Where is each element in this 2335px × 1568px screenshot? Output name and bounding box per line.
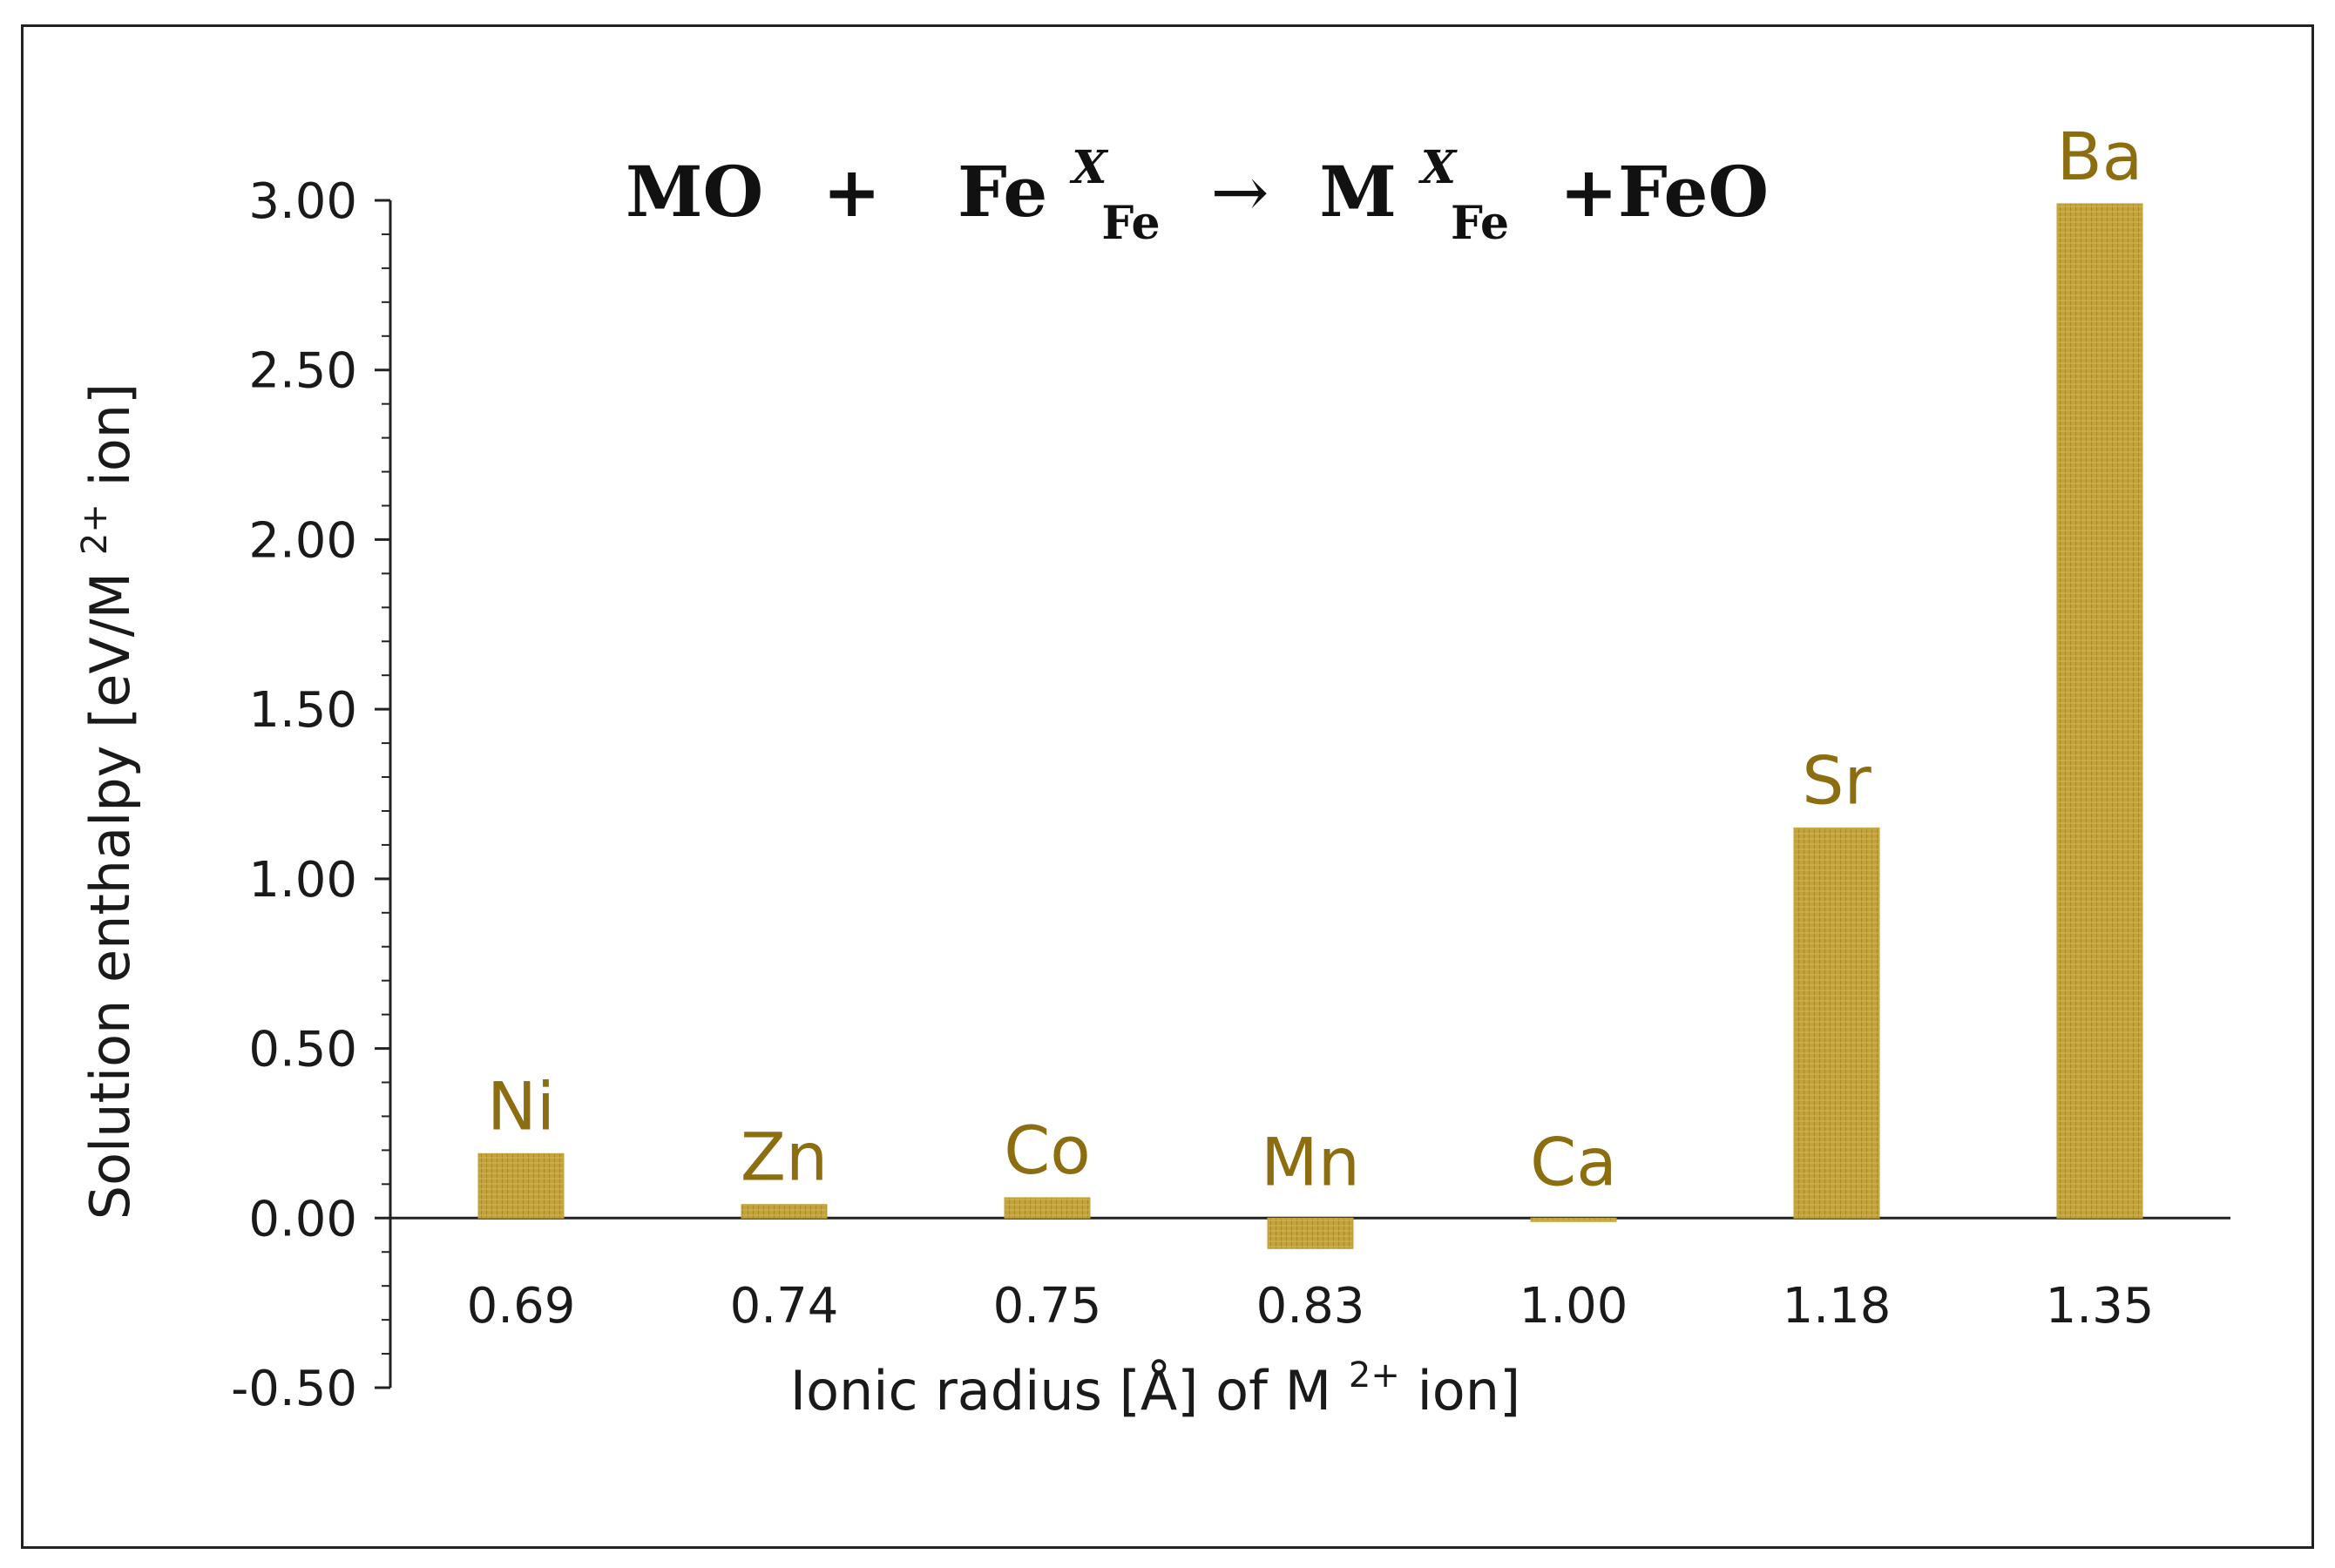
bar-zn (741, 1204, 828, 1219)
x-tick-label: 0.75 (993, 1278, 1102, 1335)
equation-m-base: M (1319, 151, 1397, 233)
y-axis-title: Solution enthalpy [eV/M 2+ ion] (56, 383, 142, 1220)
x-axis-title: Ionic radius [Å] of M 2+ ion] (790, 1336, 1520, 1423)
axes (375, 199, 2230, 1389)
x-tick-label: 1.00 (1519, 1278, 1628, 1335)
bar-co (1004, 1197, 1091, 1219)
equation-arrow: → (1210, 152, 1269, 233)
equation-fe-base: Fe (958, 151, 1047, 233)
bar-ni (477, 1152, 565, 1219)
bar-label-co: Co (1004, 1112, 1091, 1189)
y-tick-label: 2.50 (248, 343, 357, 400)
x-axis-title-after: ion] (1418, 1359, 1521, 1423)
bar-label-ca: Ca (1530, 1123, 1617, 1200)
equation-m-sup: X (1418, 141, 1459, 194)
bars-group (477, 203, 2143, 1249)
bar-sr (1793, 827, 1880, 1219)
x-axis-title-sup: 2+ (1349, 1355, 1400, 1396)
x-tick-label: 0.83 (1256, 1278, 1365, 1335)
x-axis-title-before: Ionic radius [Å] of M (790, 1359, 1331, 1423)
equation-title: MO + Fe X Fe → M X Fe +FeO (626, 118, 1769, 255)
bar-ca (1530, 1217, 1617, 1222)
y-tick-label: 1.50 (248, 682, 357, 739)
equation-plus: + (822, 151, 881, 233)
bar-label-sr: Sr (1802, 741, 1871, 819)
y-tick-label: 0.50 (248, 1022, 357, 1078)
y-axis-title-sup: 2+ (75, 504, 115, 555)
x-tick-label: 1.18 (1783, 1278, 1892, 1335)
bar-label-ba: Ba (2057, 118, 2143, 195)
x-tick-label: 1.35 (2046, 1278, 2155, 1335)
equation-fe-sup: X (1069, 141, 1109, 194)
x-tick-label: 0.74 (730, 1278, 839, 1335)
bar-ba (2056, 203, 2143, 1219)
bar-label-ni: Ni (487, 1067, 555, 1145)
y-tick-label: 0.00 (248, 1191, 357, 1247)
equation-left: MO (626, 151, 763, 233)
y-tick-label: 3.00 (248, 173, 357, 230)
y-axis-title-after: ion] (78, 383, 142, 487)
equation-fe-sub: Fe (1101, 197, 1160, 250)
bar-label-mn: Mn (1261, 1123, 1360, 1200)
equation-right: +FeO (1560, 151, 1769, 233)
y-tick-labels-group: 3.00 2.50 2.00 1.50 1.00 0.50 0.00 -0.50 (231, 173, 357, 1417)
y-tick-label: 1.00 (248, 852, 357, 909)
x-tick-label: 0.69 (467, 1278, 576, 1335)
y-axis-title-before: Solution enthalpy [eV/M (78, 572, 142, 1220)
x-tick-labels-group: 0.69 0.74 0.75 0.83 1.00 1.18 1.35 (467, 1278, 2155, 1335)
chart-frame (21, 24, 2314, 1549)
bar-labels-group: Ni Zn Co Mn Ca Sr Ba (487, 118, 2142, 1200)
equation-m-sub: Fe (1451, 197, 1509, 250)
bar-label-zn: Zn (741, 1119, 828, 1196)
y-tick-label: 2.00 (248, 512, 357, 569)
bar-mn (1267, 1217, 1354, 1249)
y-tick-label: -0.50 (231, 1361, 357, 1417)
